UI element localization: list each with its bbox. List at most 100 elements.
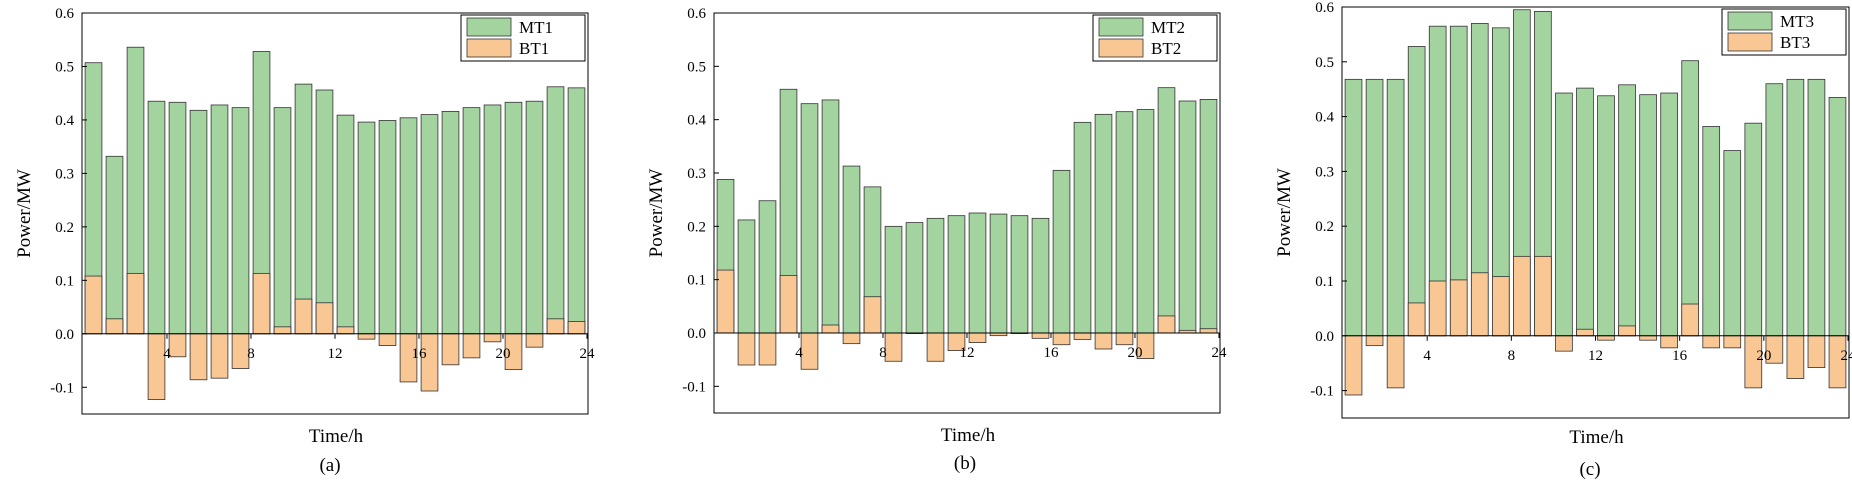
bar-bt3 <box>1449 279 1468 337</box>
bar-bt1 <box>357 333 376 340</box>
bar-mt1 <box>525 100 544 335</box>
bar-mt1 <box>567 87 586 335</box>
bar-bt1 <box>210 333 229 379</box>
bar-mt3 <box>1807 78 1826 337</box>
y-axis-title: Power/MW <box>646 169 667 258</box>
bar-bt1 <box>84 275 103 335</box>
bar-mt3 <box>1365 78 1384 337</box>
bar-mt3 <box>1597 95 1615 337</box>
bar-bt1 <box>273 326 292 335</box>
bar-bt1 <box>546 318 565 335</box>
y-tick-label: 0.3 <box>1315 164 1334 180</box>
x-axis-title: Time/h <box>941 425 996 446</box>
x-tick-label: 8 <box>1508 348 1516 364</box>
bar-mt2 <box>905 222 924 334</box>
bar-mt1 <box>147 100 166 335</box>
bar-bt1 <box>252 272 271 335</box>
bar-bt3 <box>1365 335 1384 347</box>
bar-bt2 <box>758 332 777 366</box>
y-tick-label: 0.1 <box>687 273 706 289</box>
bar-mt3 <box>1555 92 1573 337</box>
bar-bt3 <box>1513 255 1531 337</box>
chart-panel-3: -0.1 0.0 0.1 0.2 0.3 0.4 0.5 0.6 4 8 12 16 20 24 Power… <box>1274 0 1852 480</box>
bar-mt2 <box>842 165 861 334</box>
bar-bt2 <box>821 324 840 334</box>
bar-bt2 <box>1094 332 1113 350</box>
x-tick-label: 20 <box>1128 345 1143 361</box>
y-tick-label: 0.3 <box>55 166 74 182</box>
bar-bt2 <box>926 332 945 362</box>
legend-label-bt3: BT3 <box>1780 33 1810 52</box>
plot-frame <box>1341 6 1850 419</box>
bar-mt2 <box>989 213 1008 334</box>
bar-mt2 <box>1010 215 1029 334</box>
bar-mt3 <box>1765 83 1784 337</box>
y-tick-label: 0.2 <box>687 219 706 235</box>
x-tick-label: 20 <box>1756 348 1771 364</box>
bar-bt2 <box>1199 328 1218 334</box>
bar-mt1 <box>336 114 355 335</box>
bar-bt1 <box>483 333 502 343</box>
y-tick-label: -0.1 <box>682 379 706 395</box>
bar-mt2 <box>884 225 903 334</box>
bar-bt2 <box>737 332 756 366</box>
y-axis-title: Power/MW <box>14 169 35 258</box>
bar-bt3 <box>1597 335 1615 341</box>
bar-mt1 <box>231 107 250 335</box>
y-tick-label: 0.5 <box>687 59 706 75</box>
legend-swatch-mt1 <box>466 17 512 37</box>
bar-bt2 <box>1157 315 1176 334</box>
x-tick-label: 8 <box>247 346 255 362</box>
bar-mt3 <box>1744 122 1763 337</box>
bar-mt1 <box>189 109 208 335</box>
chart-panel-1: -0.1 0.0 0.1 0.2 0.3 0.4 0.5 0.6 4 8 12 16 20 24 Power… <box>14 6 595 476</box>
bar-bt2 <box>863 296 882 334</box>
bar-mt2 <box>1136 109 1155 334</box>
bar-mt1 <box>378 120 397 335</box>
y-tick-label: 0.0 <box>687 326 706 342</box>
bar-mt3 <box>1639 94 1657 337</box>
y-tick-label: 0.1 <box>1315 274 1334 290</box>
bar-bt3 <box>1491 276 1510 337</box>
x-axis-title: Time/h <box>309 426 364 447</box>
legend-swatch-bt2 <box>1098 38 1144 58</box>
y-axis-title: Power/MW <box>1274 168 1295 257</box>
x-tick-label: 16 <box>412 346 428 362</box>
bar-mt3 <box>1660 92 1678 337</box>
bar-bt2 <box>1073 332 1092 340</box>
bar-mt1 <box>441 110 460 335</box>
bar-mt2 <box>968 212 987 334</box>
bar-bt3 <box>1344 335 1363 396</box>
bar-bt1 <box>168 333 187 358</box>
y-tick-label: 0.3 <box>687 166 706 182</box>
bar-bt3 <box>1660 335 1678 349</box>
bar-mt2 <box>926 217 945 334</box>
bar-bt1 <box>126 272 145 335</box>
y-tick-label: 0.1 <box>55 273 74 289</box>
bar-bt2 <box>968 332 987 344</box>
bar-mt1 <box>483 104 502 335</box>
legend-label-bt2: BT2 <box>1151 39 1181 58</box>
bar-bt3 <box>1428 280 1447 337</box>
bar-bt3 <box>1407 302 1426 337</box>
bar-mt2 <box>758 200 777 334</box>
bar-bt1 <box>189 333 208 381</box>
legend-label-mt3: MT3 <box>1780 12 1814 31</box>
y-tick-label: 0.0 <box>1315 329 1334 345</box>
bar-mt2 <box>1031 217 1050 334</box>
bar-mt1 <box>105 155 124 335</box>
chart-panel-2: -0.1 0.0 0.1 0.2 0.3 0.4 0.5 0.6 4 8 12 16 20 24 Power… <box>646 6 1227 474</box>
legend-swatch-mt3 <box>1727 11 1773 31</box>
bar-mt2 <box>1178 100 1197 334</box>
legend-swatch-bt1 <box>466 38 512 58</box>
bar-mt3 <box>1344 78 1363 337</box>
bar-bt2 <box>884 332 903 362</box>
x-axis-title: Time/h <box>1569 427 1624 448</box>
bar-bt1 <box>525 333 544 348</box>
bar-mt3 <box>1702 126 1721 337</box>
bar-bt2 <box>800 332 819 370</box>
bar-bt2 <box>842 332 861 345</box>
